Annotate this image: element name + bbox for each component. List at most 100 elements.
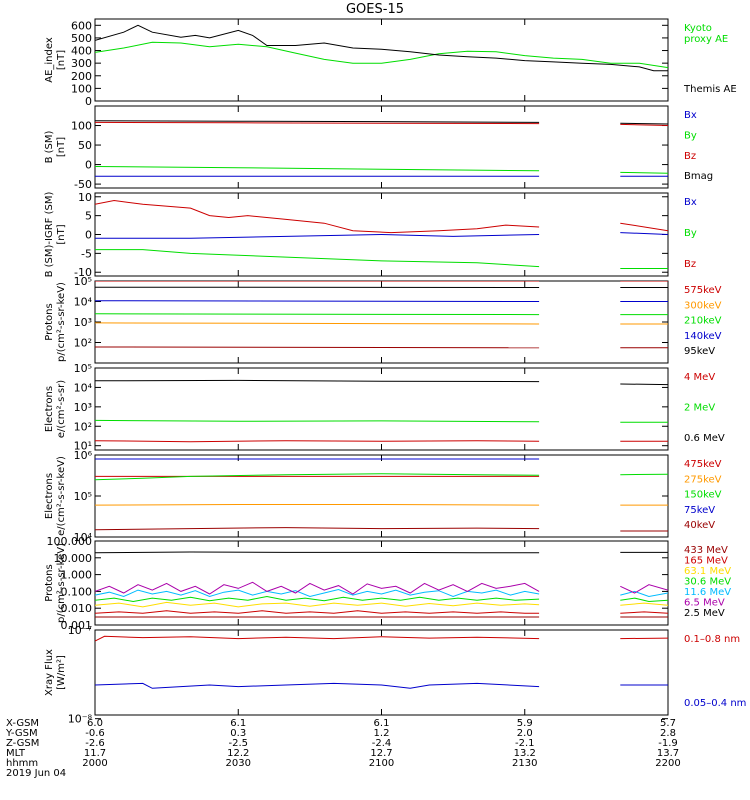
y-tick-label: 0.010 <box>61 602 93 615</box>
panel-protons_mev: 100.000 10.000 1.000 0.100 0.010 0.001 Protons… <box>44 535 731 632</box>
y-axis-label: e/(cm²-s-sr) <box>56 380 67 438</box>
legend-label: 210keV <box>684 316 722 327</box>
x-row-label: X-GSM <box>6 718 39 729</box>
y-tick-label: 10⁶ <box>74 449 93 462</box>
series-line <box>620 122 668 125</box>
x-row-value: -2.1 <box>515 738 535 749</box>
x-row-label: Y-GSM <box>5 728 38 739</box>
y-axis-label: [nT] <box>56 224 67 244</box>
x-row-value: 2000 <box>82 758 107 769</box>
series-line <box>620 602 668 606</box>
legend-label: 475keV <box>684 459 722 470</box>
y-axis-label: p/(cm²-s-sr-keV) <box>56 282 67 362</box>
panel-electrons_kev: 10⁶ 10⁵ 10⁴ Electrons e/(cm²-s-sr-keV) 475keV… <box>44 449 722 544</box>
x-row-value: 5.7 <box>660 718 676 729</box>
y-tick-label: 1.000 <box>61 569 93 582</box>
x-row-value: -2.4 <box>372 738 392 749</box>
y-tick-label: 0.100 <box>61 585 93 598</box>
series-line <box>620 597 668 603</box>
legend-label: 140keV <box>684 331 722 342</box>
y-tick-label: 10⁵ <box>74 490 92 503</box>
y-tick-label: 300 <box>71 57 92 70</box>
legend-label: 95keV <box>684 346 715 357</box>
legend-label: 0.05–0.4 nm <box>684 698 746 709</box>
series-line <box>95 682 540 689</box>
y-axis-label: Electrons <box>44 386 55 432</box>
series-line <box>95 120 540 123</box>
y-tick-label: 50 <box>78 139 92 152</box>
y-axis-label: [nT] <box>56 137 67 157</box>
series-line <box>95 346 540 349</box>
legend-label: Bz <box>684 151 696 162</box>
legend-label: By <box>684 228 697 239</box>
y-axis-label: AE_index <box>44 37 55 83</box>
legend-label: 150keV <box>684 490 722 501</box>
panel-b_sm: 100 50 0 -50 B (SM) [nT] Bx By Bz Bmag <box>44 105 713 191</box>
legend-label: Kyoto <box>684 23 712 34</box>
legend-label: 2 MeV <box>684 403 715 414</box>
panel-frame <box>94 629 669 716</box>
series-line <box>95 121 540 125</box>
y-tick-label: 10³ <box>74 316 92 329</box>
series-line <box>95 504 540 506</box>
legend-label: 0.6 MeV <box>684 433 725 444</box>
y-tick-label: 100 <box>71 82 92 95</box>
y-tick-label: 10² <box>74 337 92 350</box>
series-line <box>620 383 668 386</box>
panel-frame <box>94 18 669 102</box>
panel-xray: 10⁻⁷ 10⁻⁸ Xray Flux [W/m²] 0.1–0.8 nm 0.05–0.… <box>44 624 746 726</box>
legend-label: Bx <box>684 197 697 208</box>
series-line <box>95 41 668 69</box>
y-tick-label: 5 <box>85 210 92 223</box>
series-line <box>95 166 540 172</box>
series-line <box>620 611 668 614</box>
x-row-value: 2.0 <box>517 728 533 739</box>
series-line <box>95 199 540 234</box>
series-line <box>620 473 668 476</box>
y-axis-label: B (SM) <box>44 130 55 163</box>
y-tick-label: -10 <box>74 266 92 279</box>
series-line <box>95 588 540 598</box>
legend-label: 11.6 MeV <box>684 587 731 598</box>
series-line <box>95 595 540 603</box>
legend-label: proxy AE <box>684 34 728 45</box>
series-line <box>95 233 540 239</box>
y-tick-label: 0 <box>85 159 92 172</box>
y-axis-label: Protons <box>44 303 55 340</box>
y-tick-label: 600 <box>71 19 92 32</box>
series-line <box>95 473 540 481</box>
legend-label: 2.5 MeV <box>684 608 725 619</box>
legend-label: Themis AE <box>683 84 737 95</box>
panel-frame <box>94 105 669 189</box>
y-tick-label: 0 <box>85 95 92 108</box>
x-row-value: 0.3 <box>230 728 246 739</box>
series-line <box>95 419 540 423</box>
series-line <box>95 440 540 443</box>
panel-frame <box>94 280 669 364</box>
y-tick-label: 500 <box>71 32 92 45</box>
series-line <box>95 601 540 608</box>
series-line <box>95 551 540 554</box>
series-line <box>620 171 668 174</box>
series-line <box>620 584 668 594</box>
legend-label: 30.6 MeV <box>684 577 731 588</box>
y-axis-label: Xray Flux <box>44 649 55 696</box>
x-row-value: 1.2 <box>374 728 390 739</box>
legend-label: 4 MeV <box>684 372 715 383</box>
y-tick-label: -5 <box>81 247 92 260</box>
x-row-value: 13.7 <box>657 748 679 759</box>
legend-label: 275keV <box>684 474 722 485</box>
x-row-value: 6.1 <box>230 718 246 729</box>
legend-label: 63.1 MeV <box>684 566 731 577</box>
x-row-value: -0.6 <box>85 728 105 739</box>
y-tick-label: 10⁴ <box>74 381 93 394</box>
legend-label: 433 MeV <box>684 545 728 556</box>
date-label: 2019 Jun 04 <box>6 768 66 779</box>
x-row-value: 6.1 <box>374 718 390 729</box>
y-tick-label: 400 <box>71 45 92 58</box>
x-row-label: MLT <box>6 748 26 759</box>
y-axis-label: p/(cm²-s-sr-keV) <box>56 543 67 623</box>
